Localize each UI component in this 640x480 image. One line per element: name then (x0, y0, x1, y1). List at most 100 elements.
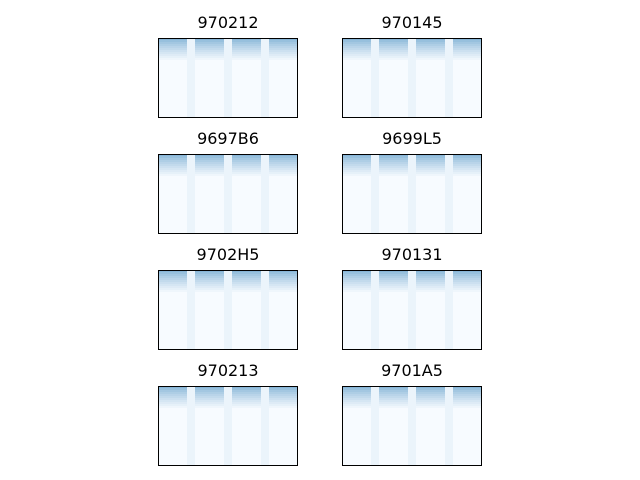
heatmap-cell (453, 298, 482, 300)
heatmap-cell (379, 156, 408, 158)
heatmap-cell (195, 462, 224, 464)
heatmap-cell (453, 62, 482, 64)
heatmap-cell (195, 304, 224, 306)
heatmap-cell (379, 164, 408, 166)
heatmap-cell (158, 314, 187, 316)
heatmap-cell (416, 158, 445, 160)
heatmap-cell (195, 186, 224, 188)
heatmap-cell (269, 288, 298, 290)
heatmap-cell (269, 58, 298, 60)
heatmap-cell (342, 312, 371, 314)
heatmap-cell (379, 108, 408, 110)
heatmap-cell (158, 190, 187, 192)
heatmap-cell (453, 88, 482, 90)
heatmap-cell (379, 66, 408, 68)
heatmap-cell (232, 438, 261, 440)
heatmap-cell (453, 344, 482, 346)
heatmap-cell (453, 444, 482, 446)
heatmap-cell (342, 96, 371, 98)
heatmap-cell (453, 198, 482, 200)
heatmap-cell (232, 310, 261, 312)
heatmap-cell (416, 212, 445, 214)
heatmap-cell (232, 72, 261, 74)
heatmap-cell (195, 326, 224, 328)
heatmap-cell (342, 78, 371, 80)
heatmap-cell (416, 400, 445, 402)
heatmap-cell (232, 164, 261, 166)
heatmap-cell (416, 230, 445, 232)
heatmap-cell (416, 90, 445, 92)
heatmap-cell (453, 436, 482, 438)
heatmap-cell (342, 402, 371, 404)
heatmap-cell (195, 292, 224, 294)
heatmap-cell (342, 62, 371, 64)
heatmap-cell (379, 94, 408, 96)
heatmap-cell (269, 184, 298, 186)
heatmap-cell (232, 400, 261, 402)
heatmap-cell (195, 274, 224, 276)
heatmap-cell (379, 220, 408, 222)
heatmap-cell (195, 272, 224, 274)
heatmap-cell (379, 230, 408, 232)
heatmap-cell (416, 66, 445, 68)
heatmap-cell (269, 332, 298, 334)
heatmap-cell (158, 286, 187, 288)
heatmap-cell (195, 324, 224, 326)
heatmap-cell (158, 44, 187, 46)
heatmap-cell (158, 334, 187, 336)
heatmap-cell (379, 286, 408, 288)
heatmap-cell (195, 318, 224, 320)
heatmap-cell (269, 212, 298, 214)
heatmap-cell (453, 74, 482, 76)
heatmap-cell (158, 186, 187, 188)
heatmap-cell (416, 416, 445, 418)
heatmap-cell (453, 428, 482, 430)
heatmap-cell (269, 108, 298, 110)
heatmap-cell (342, 272, 371, 274)
heatmap-cell (158, 292, 187, 294)
heatmap-cell (195, 202, 224, 204)
heatmap-cell (195, 402, 224, 404)
heatmap-cell (158, 438, 187, 440)
heatmap-cell (269, 326, 298, 328)
heatmap-cell (269, 204, 298, 206)
heatmap-cell (379, 52, 408, 54)
heatmap-cell (232, 406, 261, 408)
heatmap-cell (342, 198, 371, 200)
heatmap-cell (158, 180, 187, 182)
heatmap-cell (158, 64, 187, 66)
heatmap-cell (342, 320, 371, 322)
heatmap-cell (269, 294, 298, 296)
heatmap-cell (453, 300, 482, 302)
heatmap-cell (416, 346, 445, 348)
heatmap-cell (453, 288, 482, 290)
heatmap-cell (232, 304, 261, 306)
heatmap-cell (342, 426, 371, 428)
heatmap-cell (269, 318, 298, 320)
heatmap-cell (269, 400, 298, 402)
heatmap-cell (269, 80, 298, 82)
heatmap-cell (453, 316, 482, 318)
heatmap-cell (379, 70, 408, 72)
heatmap-cell (232, 460, 261, 462)
heatmap-cell (379, 314, 408, 316)
heatmap-cell (379, 438, 408, 440)
heatmap-cell (379, 330, 408, 332)
heatmap-cell (158, 316, 187, 318)
heatmap-cell (232, 214, 261, 216)
heatmap-cell (342, 280, 371, 282)
heatmap-cell (158, 192, 187, 194)
heatmap-cell (453, 66, 482, 68)
heatmap-cell (232, 162, 261, 164)
heatmap-cell (195, 184, 224, 186)
heatmap-cell (416, 168, 445, 170)
heatmap-cell (453, 228, 482, 230)
heatmap-cell (379, 456, 408, 458)
heatmap-gap (261, 38, 269, 118)
heatmap-cell (269, 430, 298, 432)
heatmap-plot (342, 386, 482, 466)
heatmap-cell (195, 306, 224, 308)
heatmap-cell (158, 284, 187, 286)
heatmap-cell (342, 300, 371, 302)
heatmap-cell (195, 88, 224, 90)
